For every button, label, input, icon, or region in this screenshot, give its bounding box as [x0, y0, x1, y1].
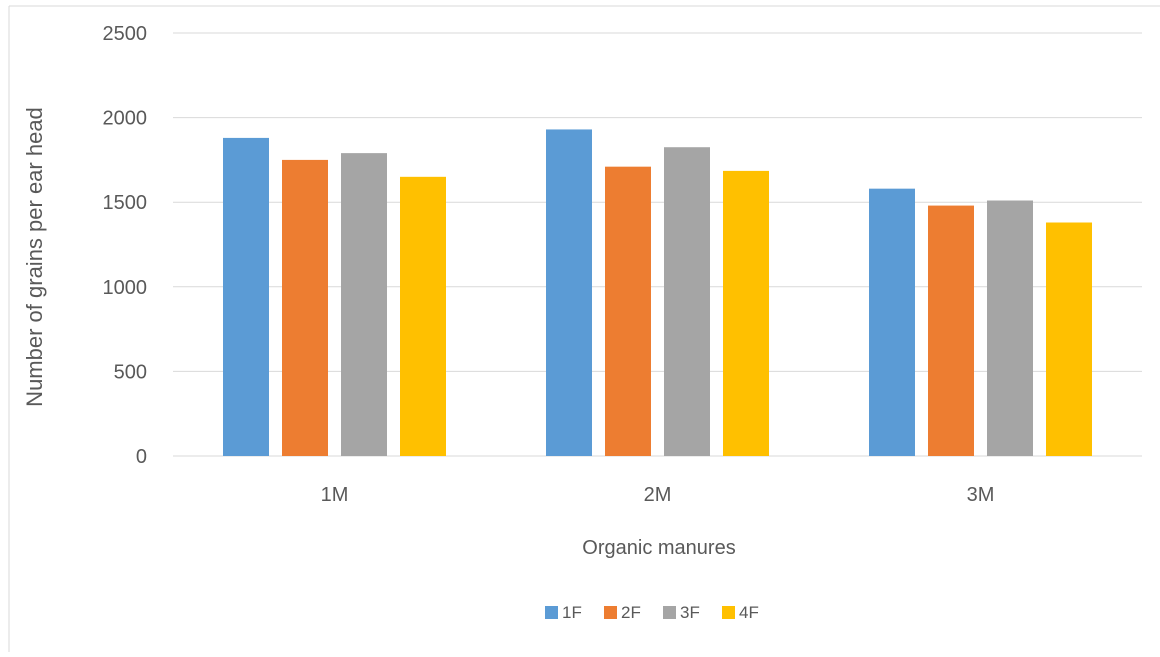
- x-axis-label: Organic manures: [582, 537, 735, 559]
- bar-1M-1F: [223, 137, 269, 457]
- bar-2M-4F: [723, 170, 769, 456]
- legend-swatch-1F: [545, 606, 558, 619]
- bar-3M-2F: [928, 205, 974, 456]
- bar-3M-1F: [869, 188, 915, 456]
- bar-2M-1F: [546, 129, 592, 456]
- y-tick-label: 2500: [103, 23, 148, 45]
- legend-label-2F: 2F: [621, 603, 641, 622]
- x-tick-label: 3M: [967, 484, 995, 506]
- y-tick-label: 2000: [103, 108, 148, 130]
- x-axis-ticks: 1M 2M 3M: [321, 484, 995, 506]
- bar-1M-3F: [341, 153, 387, 456]
- legend-label-3F: 3F: [680, 603, 700, 622]
- legend-label-1F: 1F: [562, 603, 582, 622]
- bar-2M-2F: [605, 166, 651, 456]
- y-axis-label: Number of grains per ear head: [22, 107, 47, 407]
- bar-3M-4F: [1046, 222, 1092, 456]
- y-tick-label: 0: [136, 446, 147, 468]
- legend-swatch-4F: [722, 606, 735, 619]
- legend-swatch-2F: [604, 606, 617, 619]
- bar-2M-3F: [664, 147, 710, 456]
- legend-label-4F: 4F: [739, 603, 759, 622]
- y-tick-label: 1000: [103, 277, 148, 299]
- bar-3M-3F: [987, 200, 1033, 456]
- x-tick-label: 2M: [644, 484, 672, 506]
- bars: [223, 129, 1092, 457]
- gridlines: [173, 32, 1142, 457]
- bar-1M-2F: [282, 159, 328, 456]
- chart-frame: [8, 5, 1160, 652]
- x-tick-label: 1M: [321, 484, 349, 506]
- legend: 1F 2F 3F 4F: [545, 603, 759, 622]
- y-tick-label: 1500: [103, 192, 148, 214]
- y-axis-ticks: 0 500 1000 1500 2000 2500: [103, 23, 148, 468]
- y-tick-label: 500: [114, 361, 147, 383]
- bar-1M-4F: [400, 176, 446, 456]
- legend-swatch-3F: [663, 606, 676, 619]
